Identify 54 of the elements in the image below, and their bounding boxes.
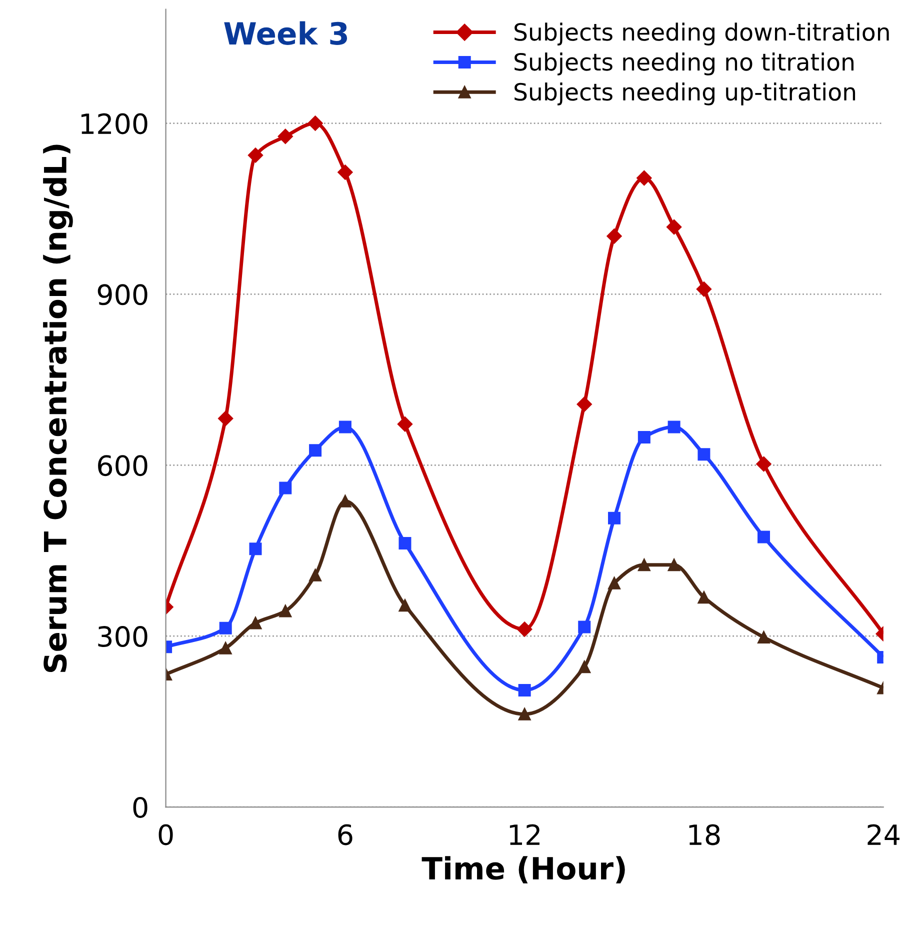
legend-label: Subjects needing down-titration <box>514 22 889 46</box>
y-tick-label: 0 <box>133 796 148 818</box>
point <box>608 512 621 524</box>
point <box>576 396 592 412</box>
point <box>666 219 682 235</box>
point <box>397 416 413 432</box>
y-tick-label: 300 <box>98 626 148 648</box>
point <box>518 708 531 720</box>
y-axis-title: Serum T Concentration (ng/dL) <box>43 144 73 672</box>
point <box>219 622 232 634</box>
point <box>309 444 322 457</box>
point <box>309 568 322 582</box>
point <box>338 164 353 180</box>
point <box>278 128 293 144</box>
x-tick-label: 6 <box>338 824 352 846</box>
point <box>696 282 712 297</box>
point <box>249 542 262 556</box>
point <box>636 170 652 186</box>
point <box>758 630 770 644</box>
y-tick-label: 1200 <box>81 113 148 134</box>
point <box>308 116 323 131</box>
point <box>279 482 292 494</box>
point <box>668 558 680 572</box>
point <box>758 530 770 544</box>
point <box>638 430 650 444</box>
point <box>218 410 234 426</box>
point <box>668 420 680 434</box>
point <box>248 148 264 163</box>
point <box>698 591 710 604</box>
point <box>638 558 650 572</box>
point <box>398 536 412 550</box>
point <box>338 420 352 434</box>
x-tick-label: 18 <box>689 824 720 846</box>
chart-title: Week 3 <box>224 21 348 45</box>
point <box>279 604 292 618</box>
y-tick-label: 900 <box>98 284 148 306</box>
point <box>698 448 710 461</box>
point <box>398 599 412 612</box>
point <box>517 622 532 637</box>
point <box>249 616 262 630</box>
x-tick-label: 12 <box>510 824 540 845</box>
point <box>518 684 531 696</box>
x-tick-label: 24 <box>868 824 900 845</box>
point <box>219 642 232 654</box>
legend-label: Subjects needing up-titration <box>514 82 856 106</box>
x-axis-title: Time (Hour) <box>422 856 625 884</box>
point <box>756 456 772 472</box>
point <box>578 620 591 634</box>
y-tick-label: 600 <box>98 455 148 476</box>
legend-label: Subjects needing no titration <box>514 52 854 76</box>
x-tick-label: 0 <box>158 824 173 846</box>
point <box>578 660 591 674</box>
point <box>606 228 622 244</box>
point <box>608 576 621 590</box>
